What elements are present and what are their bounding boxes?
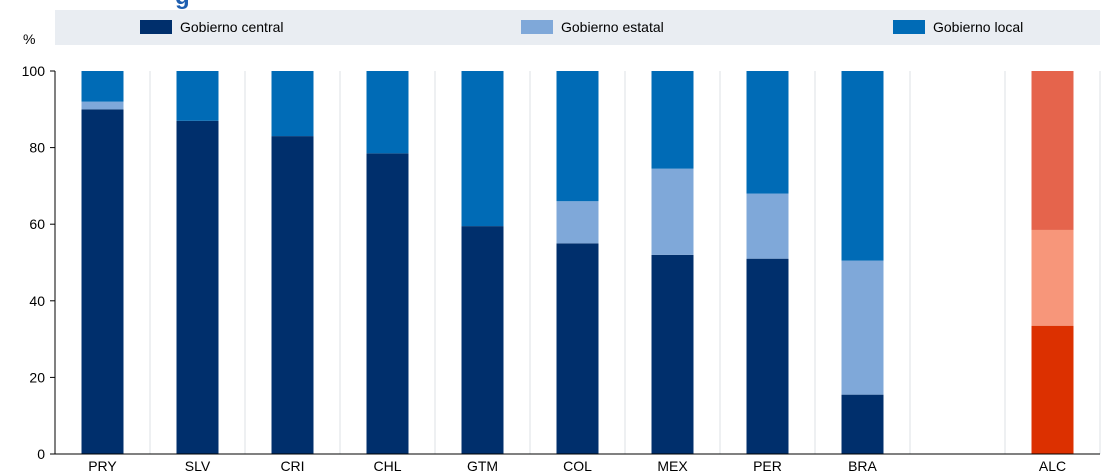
x-tick-label: MEX — [657, 458, 688, 474]
bar-segment — [841, 260, 884, 395]
bars — [81, 71, 1074, 455]
legend-label-1: Gobierno estatal — [561, 19, 664, 35]
y-tick-label: 80 — [29, 140, 45, 156]
bar-segment — [841, 71, 884, 261]
legend-swatch-1 — [521, 20, 553, 34]
bar-segment — [1031, 71, 1074, 230]
bar-segment — [1031, 229, 1074, 326]
bar-segment — [651, 71, 694, 169]
bar-segment — [176, 120, 219, 454]
y-unit-label: % — [23, 31, 35, 47]
legend: Gobierno central Gobierno estatal Gobierno… — [140, 19, 1023, 35]
bar-segment — [81, 71, 124, 102]
bar-segment — [651, 254, 694, 454]
x-tick-label: GTM — [467, 458, 498, 474]
bar-segment — [81, 109, 124, 455]
grid — [149, 71, 1101, 454]
bar-segment — [271, 136, 314, 455]
legend-label-2: Gobierno local — [933, 19, 1023, 35]
y-tick-label: 0 — [37, 446, 45, 462]
bar-segment — [841, 394, 884, 454]
bar-segment — [746, 193, 789, 259]
x-tick-label: COL — [563, 458, 592, 474]
x-tick-label: CRI — [280, 458, 304, 474]
bar-segment — [461, 71, 504, 227]
y-tick-label: 100 — [22, 63, 46, 79]
y-tick-label: 20 — [29, 369, 45, 385]
legend-band — [55, 10, 1100, 45]
chart-title-fragment: g — [175, 0, 190, 10]
legend-swatch-2 — [893, 20, 925, 34]
x-tick-label: ALC — [1039, 458, 1066, 474]
x-tick-label: CHL — [373, 458, 401, 474]
y-tick-label: 40 — [29, 293, 45, 309]
x-tick-label: SLV — [185, 458, 211, 474]
bar-segment — [556, 201, 599, 244]
bar-segment — [746, 71, 789, 194]
axes: 0 20 40 60 80 100 PRY SLV CRI CHL GTM COL MEX PER BRA A… — [22, 63, 1100, 474]
x-tick-label: BRA — [848, 458, 877, 474]
y-tick-label: 60 — [29, 216, 45, 232]
x-tick-label: PER — [753, 458, 782, 474]
bar-segment — [271, 71, 314, 137]
legend-label-0: Gobierno central — [180, 19, 284, 35]
bar-segment — [81, 101, 124, 110]
bar-segment — [461, 226, 504, 454]
bar-segment — [1031, 325, 1074, 454]
bar-segment — [746, 258, 789, 454]
bar-segment — [176, 71, 219, 121]
bar-segment — [651, 168, 694, 255]
bar-segment — [556, 243, 599, 454]
x-tick-label: PRY — [88, 458, 117, 474]
legend-swatch-0 — [140, 20, 172, 34]
bar-segment — [366, 71, 409, 154]
bar-segment — [366, 153, 409, 454]
bar-segment — [556, 71, 599, 202]
